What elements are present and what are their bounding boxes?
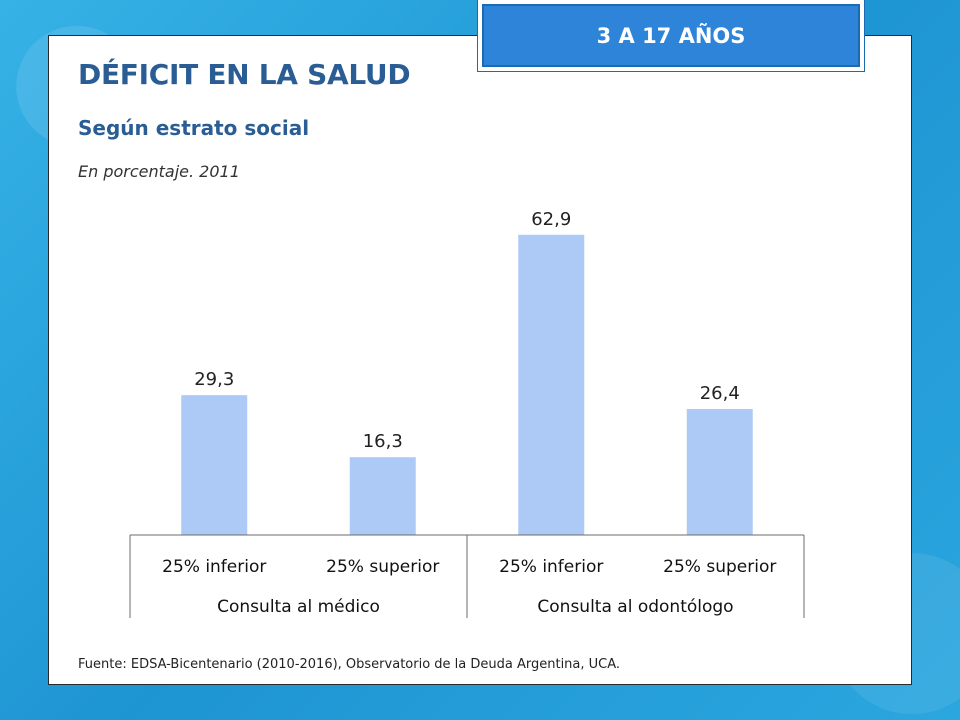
- age-range-label: 3 A 17 AÑOS: [482, 4, 860, 67]
- category-tick-label: 25% inferior: [499, 557, 603, 577]
- page-title: DÉFICIT EN LA SALUD: [78, 58, 411, 91]
- bar: [686, 409, 753, 535]
- bar: [518, 234, 585, 535]
- page-subtitle: Según estrato social: [78, 116, 310, 140]
- age-range-badge: 3 A 17 AÑOS: [477, 0, 865, 72]
- category-tick-label: 25% superior: [663, 557, 776, 577]
- group-label: Consulta al odontólogo: [537, 597, 733, 617]
- slide-panel: [48, 35, 912, 685]
- units-note: En porcentaje. 2011: [78, 162, 240, 181]
- bar: [349, 457, 416, 535]
- source-note: Fuente: EDSA-Bicentenario (2010-2016), O…: [78, 657, 621, 672]
- bar: [181, 395, 248, 535]
- data-label: 16,3: [363, 431, 403, 452]
- category-tick-label: 25% inferior: [162, 557, 266, 577]
- group-label: Consulta al médico: [217, 597, 380, 617]
- data-label: 29,3: [194, 369, 234, 390]
- category-tick-label: 25% superior: [326, 557, 439, 577]
- data-label: 62,9: [531, 209, 571, 230]
- data-label: 26,4: [700, 383, 740, 404]
